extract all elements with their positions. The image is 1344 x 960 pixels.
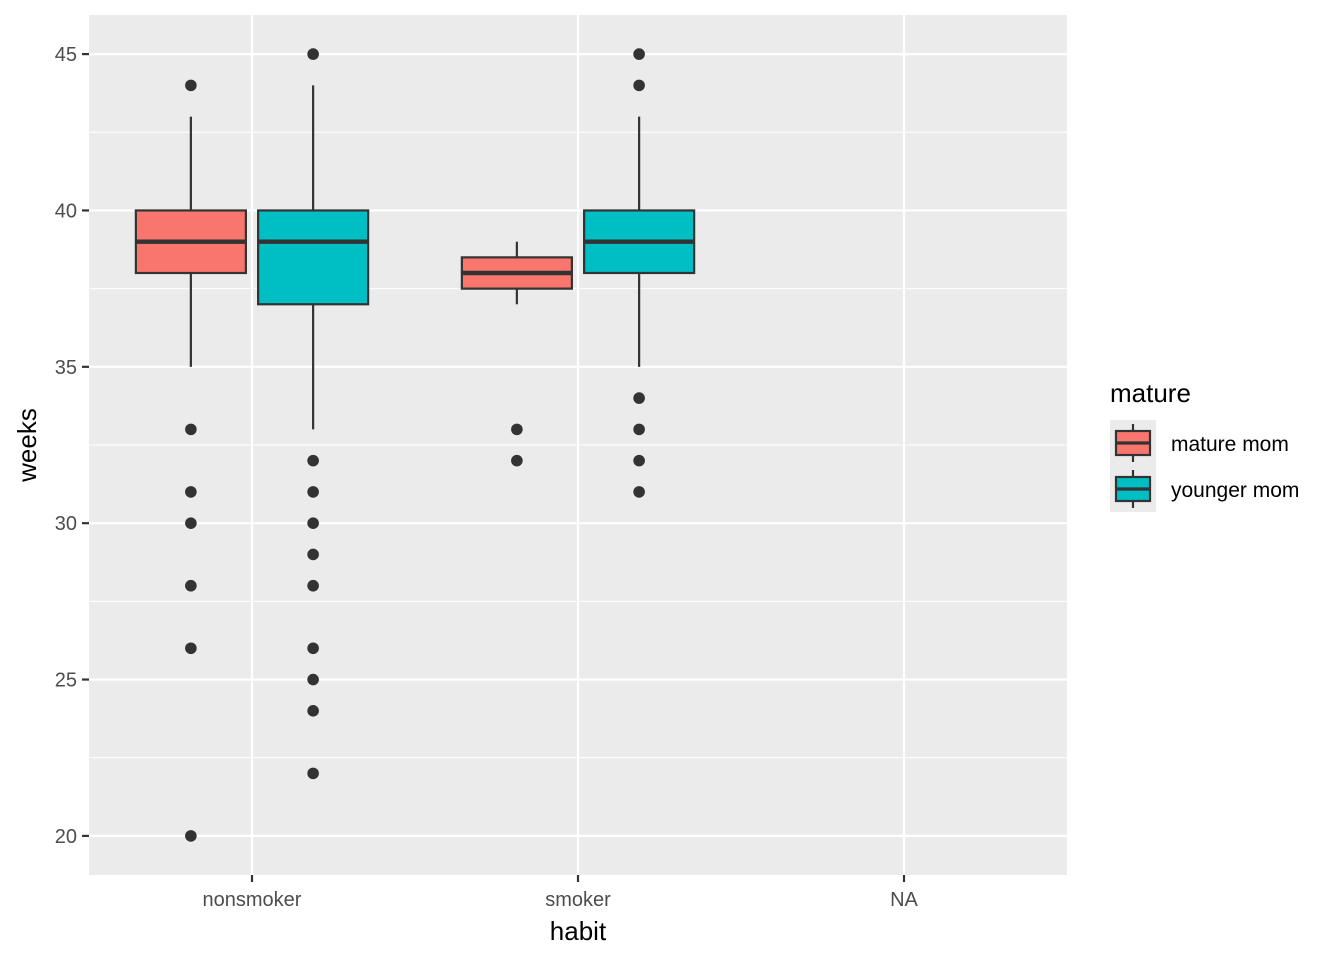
outlier-point bbox=[633, 454, 645, 467]
outlier-point bbox=[307, 548, 319, 561]
box-younger-mom-nonsmoker bbox=[257, 48, 370, 780]
x-tick-label: smoker bbox=[545, 889, 611, 911]
outlier-point bbox=[185, 642, 197, 655]
outlier-point bbox=[307, 486, 319, 498]
box-mature-mom-nonsmoker bbox=[134, 79, 247, 842]
outlier-point bbox=[633, 392, 645, 404]
legend-title: mature bbox=[1110, 378, 1191, 408]
outlier-point bbox=[633, 423, 645, 436]
outlier-point bbox=[307, 642, 319, 655]
x-axis-title: habit bbox=[550, 916, 607, 946]
grid-lines bbox=[89, 15, 1067, 875]
outlier-point bbox=[307, 767, 319, 780]
legend-label: younger mom bbox=[1171, 479, 1299, 502]
outlier-point bbox=[185, 423, 197, 436]
outlier-point bbox=[185, 579, 197, 592]
y-tick-label: 25 bbox=[55, 670, 77, 692]
legend-label: mature mom bbox=[1171, 433, 1289, 456]
outlier-point bbox=[307, 48, 319, 60]
y-tick-label: 40 bbox=[55, 200, 77, 222]
outlier-point bbox=[511, 423, 523, 436]
box-body bbox=[257, 209, 370, 306]
legend-item-mature-mom: mature mom bbox=[1110, 420, 1289, 466]
outlier-point bbox=[633, 79, 645, 92]
box-younger-mom-smoker bbox=[583, 48, 696, 498]
box-layer bbox=[134, 48, 696, 842]
outlier-point bbox=[185, 830, 197, 842]
outlier-point bbox=[633, 48, 645, 60]
outlier-point bbox=[185, 517, 197, 529]
y-axis-title: weeks bbox=[12, 408, 42, 483]
x-tick-label: nonsmoker bbox=[203, 889, 302, 911]
outlier-point bbox=[633, 486, 645, 498]
y-tick-label: 35 bbox=[55, 357, 77, 379]
y-tick-label: 20 bbox=[55, 826, 77, 848]
outlier-point bbox=[185, 486, 197, 498]
axis-ticks: 20 25 30 35 40 45 nonsmoker smoker NA bbox=[55, 44, 919, 911]
legend-item-younger-mom: younger mom bbox=[1110, 466, 1299, 512]
outlier-point bbox=[307, 705, 319, 717]
legend: mature mature mom younger mom bbox=[1110, 378, 1299, 512]
outlier-point bbox=[307, 517, 319, 529]
box-mature-mom-smoker bbox=[460, 241, 573, 467]
y-tick-label: 30 bbox=[55, 513, 77, 535]
outlier-point bbox=[185, 79, 197, 92]
x-tick-label: NA bbox=[890, 889, 918, 911]
outlier-point bbox=[307, 673, 319, 686]
outlier-point bbox=[307, 454, 319, 467]
outlier-point bbox=[307, 579, 319, 592]
y-tick-label: 45 bbox=[55, 44, 77, 66]
outlier-point bbox=[511, 454, 523, 467]
